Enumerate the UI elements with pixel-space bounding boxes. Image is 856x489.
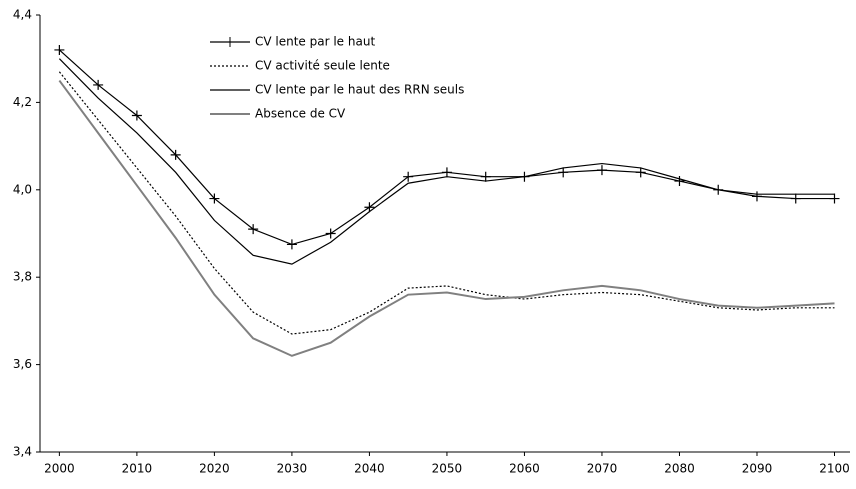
x-tick-label: 2000 — [44, 462, 75, 476]
x-tick-label: 2060 — [509, 462, 540, 476]
x-tick-label: 2040 — [354, 462, 385, 476]
y-tick-label: 4,4 — [13, 8, 32, 22]
series-line — [58, 79, 835, 357]
marker — [364, 202, 375, 213]
marker — [93, 79, 104, 90]
marker — [325, 228, 336, 239]
y-tick-label: 4,0 — [13, 182, 32, 196]
x-tick-label: 2020 — [199, 462, 230, 476]
legend-label: Absence de CV — [255, 107, 346, 121]
marker — [170, 149, 181, 160]
legend-label: CV lente par le haut des RRN seuls — [255, 83, 464, 97]
x-tick-label: 2070 — [587, 462, 618, 476]
marker — [480, 171, 491, 182]
marker — [596, 165, 607, 176]
marker — [131, 110, 142, 121]
marker — [403, 171, 414, 182]
marker — [790, 193, 801, 204]
marker — [209, 193, 220, 204]
marker — [54, 44, 65, 55]
marker — [674, 176, 685, 187]
marker — [635, 167, 646, 178]
marker — [441, 167, 452, 178]
legend-marker — [225, 37, 235, 47]
y-tick-label: 3,6 — [13, 357, 32, 371]
marker — [248, 224, 259, 235]
x-tick-label: 2050 — [432, 462, 463, 476]
marker — [558, 167, 569, 178]
marker — [829, 193, 840, 204]
y-tick-label: 3,8 — [13, 270, 32, 284]
marker — [751, 191, 762, 202]
x-tick-label: 2080 — [664, 462, 695, 476]
x-tick-label: 2100 — [819, 462, 850, 476]
legend-label: CV lente par le haut — [255, 35, 375, 49]
y-tick-label: 4,2 — [13, 95, 32, 109]
marker — [286, 239, 297, 250]
x-tick-label: 2090 — [742, 462, 773, 476]
y-tick-label: 3,4 — [13, 445, 32, 459]
series-line — [58, 58, 835, 265]
x-tick-label: 2030 — [277, 462, 308, 476]
legend-label: CV activité seule lente — [255, 59, 390, 73]
series-line — [58, 71, 835, 335]
x-tick-label: 2010 — [122, 462, 153, 476]
